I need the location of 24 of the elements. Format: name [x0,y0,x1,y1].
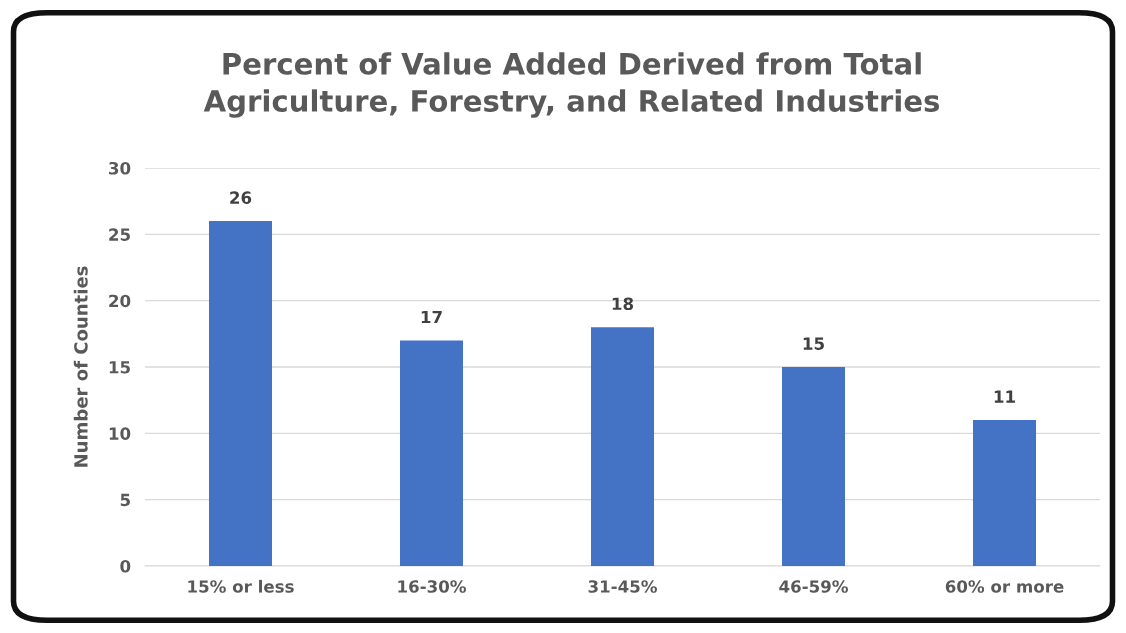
data-label: 11 [994,390,1015,403]
y-tick-label: 10 [109,427,131,440]
bar [781,367,846,566]
x-tick-label: 15% or less [188,579,294,593]
x-tick-label: 31-45% [588,580,657,593]
bar [590,327,655,566]
bar [399,340,464,566]
y-tick-label: 20 [109,294,131,308]
bar [972,420,1037,566]
x-tick-label: 46-59% [779,580,848,593]
x-tick-label: 16-30% [398,580,466,593]
data-label: 18 [612,297,634,311]
y-tick-label: 25 [109,228,130,241]
y-tick-label: 0 [120,559,131,573]
y-tick-label: 30 [109,161,131,175]
y-tick-label: 15 [109,361,130,374]
data-label: 26 [230,191,252,204]
y-axis-title: Number of Counties [73,266,88,467]
data-label: 15 [803,337,824,350]
y-tick-label: 5 [120,493,130,507]
bar [208,221,273,566]
chart-title: Percent of Value Added Derived from Total Agriculture, Forestry, and Related Industries [203,52,940,118]
x-tick-label: 60% or more [945,580,1064,593]
data-label: 17 [421,310,442,324]
